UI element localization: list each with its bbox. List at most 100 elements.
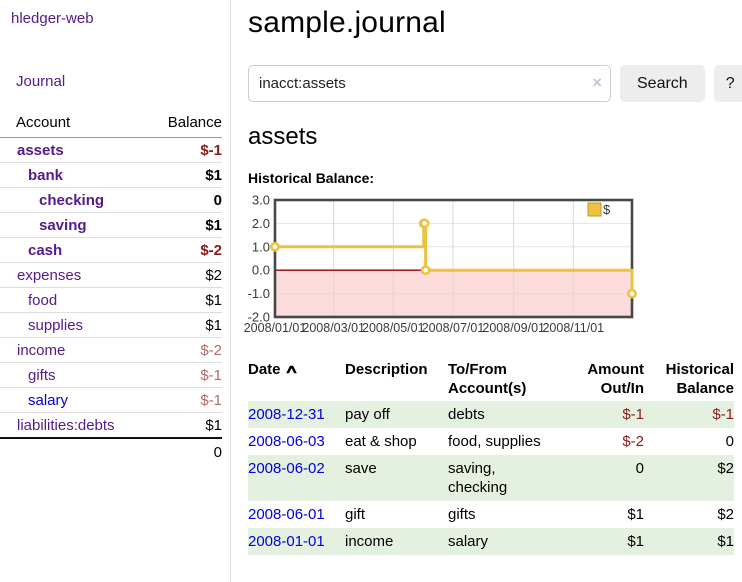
accounts-header-row: Account Balance [0,110,222,138]
data-point-marker [420,265,431,276]
account-link[interactable]: income [17,341,66,359]
transaction-date-cell: 2008-06-02 [248,455,345,501]
transaction-amount-cell: $1 [627,533,644,550]
x-axis-tick-label: 2008/11/01 [542,321,604,335]
account-balance: $1 [150,287,222,313]
transaction-balance-cell: 0 [725,433,734,450]
account-row: supplies $1 [0,312,222,338]
data-point-marker [270,241,280,252]
account-link[interactable]: supplies [28,316,84,334]
x-axis-tick-label: 2008/05/01 [362,321,425,335]
transaction-date-cell: 2008-06-03 [248,428,345,455]
accounts-col-account: Account [0,110,151,138]
transaction-row: 2008-01-01 income salary $1 $1 [248,528,734,555]
historical-balance-chart: $3.0 2.0 1.0 0.0 -1.0 -2.0 2008/01/01 2008/03/0… [244,193,642,336]
transaction-accounts-cell: salary [448,533,489,550]
search-input[interactable] [248,65,611,102]
page-title: sample.journal [248,6,446,39]
x-axis-tick-label: 2008/03/01 [302,321,365,335]
transaction-balance-cell: $-1 [712,406,734,423]
account-row: liabilities:debts $1 [0,412,222,438]
transaction-description-cell: income [345,533,394,550]
transaction-date-cell: 2008-06-01 [248,501,345,528]
y-axis-tick-label: -1.0 [248,286,270,301]
account-link[interactable]: saving [39,216,87,234]
transaction-date-link[interactable]: 2008-06-02 [248,460,325,477]
account-row: expenses $2 [0,262,222,288]
accounts-table: Account Balance assets $-1 bank $1 checking 0… [0,110,222,465]
account-link[interactable]: food [28,291,58,309]
y-axis-tick-label: 2.0 [252,216,270,231]
transaction-row: 2008-12-31 pay off debts $-1 $-1 [248,401,734,428]
transaction-date-cell: 2008-12-31 [248,401,345,428]
account-link[interactable]: cash [28,241,63,259]
account-balance: $-2 [150,337,222,363]
x-axis-tick-label: 2008/09/01 [482,321,545,335]
account-balance: 0 [150,187,222,213]
account-link[interactable]: assets [17,141,64,159]
account-row: food $1 [0,287,222,313]
account-link[interactable]: salary [28,391,69,409]
data-point-marker [419,218,430,229]
account-balance: $-1 [150,362,222,388]
help-button[interactable]: ? [713,65,742,102]
transaction-description-cell: save [345,460,377,477]
transaction-accounts-cell: saving, checking [448,460,508,496]
register-col-date[interactable]: Date ∧ [248,357,345,401]
accounts-total-row: 0 [0,437,222,465]
account-link[interactable]: bank [28,166,64,184]
account-row: cash $-2 [0,237,222,263]
transaction-date-link[interactable]: 2008-12-31 [248,406,325,423]
transaction-accounts-cell: food, supplies [448,433,541,450]
account-row: saving $1 [0,212,222,238]
clear-search-icon[interactable]: × [592,73,602,92]
brand-link[interactable]: hledger-web [11,10,94,27]
search-input-wrap: × [248,65,611,102]
plot-border [273,198,634,319]
transaction-balance-cell: $2 [717,506,734,523]
main-panel: sample.journal × Search ? assets Histori… [232,0,742,555]
register-col-accounts: To/From Account(s) [448,361,527,397]
transaction-amount-cell: $-1 [622,406,644,423]
register-col-description: Description [345,361,428,378]
account-link[interactable]: liabilities:debts [17,416,115,434]
transaction-amount-cell: 0 [635,460,644,477]
x-axis-tick-label: 2008/01/01 [244,321,306,335]
account-balance: $-2 [150,237,222,263]
register-header-row: Date ∧ Description To/From Account(s) Amo… [248,357,734,401]
transaction-row: 2008-06-02 save saving, checking 0 $2 [248,455,734,501]
account-row: salary $-1 [0,387,222,413]
transaction-description-cell: pay off [345,406,390,423]
y-axis-tick-label: 1.0 [252,239,270,254]
account-row: bank $1 [0,162,222,188]
transaction-accounts-cell: gifts [448,506,476,523]
transaction-amount-cell: $1 [627,506,644,523]
account-link[interactable]: gifts [28,366,56,384]
sort-ascending-icon: ∧ [283,362,299,377]
transaction-date-link[interactable]: 2008-06-01 [248,506,325,523]
date-header-label: Date [248,361,281,378]
account-row: gifts $-1 [0,362,222,388]
account-link[interactable]: checking [39,191,105,209]
transaction-balance-cell: $2 [717,460,734,477]
transaction-date-link[interactable]: 2008-01-01 [248,533,325,550]
transaction-date-link[interactable]: 2008-06-03 [248,433,325,450]
account-row: assets $-1 [0,138,222,163]
accounts-total-value: 0 [150,437,222,465]
legend-label: $ [603,202,611,217]
legend-swatch [587,202,602,217]
account-link[interactable]: expenses [17,266,82,284]
transaction-accounts-cell: debts [448,406,485,423]
chart-title: Historical Balance: [248,170,375,186]
transaction-description-cell: eat & shop [345,433,417,450]
chart-legend: $ [587,202,611,217]
account-row: income $-2 [0,337,222,363]
account-balance: $1 [150,312,222,338]
register-col-amount: Amount Out/In [587,361,644,397]
search-button[interactable]: Search [620,65,705,102]
account-row: checking 0 [0,187,222,213]
transaction-balance-cell: $1 [717,533,734,550]
sidebar-item-journal[interactable]: Journal [16,73,66,90]
account-balance: $1 [150,162,222,188]
accounts-total-spacer [0,437,151,465]
